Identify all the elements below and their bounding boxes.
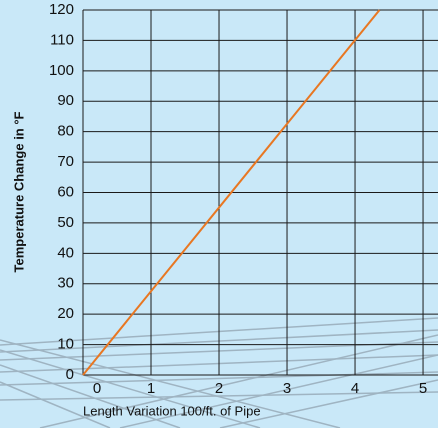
y-tick-label: 40 bbox=[57, 244, 74, 261]
y-tick-label: 100 bbox=[49, 62, 74, 79]
y-tick-label: 30 bbox=[57, 275, 74, 292]
x-axis-label: Length Variation 100/ft. of Pipe bbox=[83, 403, 261, 418]
y-tick-label: 10 bbox=[57, 336, 74, 353]
y-tick-label: 50 bbox=[57, 214, 74, 231]
x-tick-label: 4 bbox=[351, 380, 359, 397]
x-tick-label: 2 bbox=[215, 380, 223, 397]
y-tick-label: 110 bbox=[50, 31, 74, 48]
x-tick-label: 5 bbox=[419, 380, 427, 397]
y-tick-label: 60 bbox=[57, 183, 74, 200]
x-tick-label: 0 bbox=[93, 380, 101, 397]
y-axis-label: Temperature Change in °F bbox=[11, 111, 26, 272]
x-tick-label: 3 bbox=[283, 380, 291, 397]
y-tick-label: 0 bbox=[66, 366, 74, 383]
y-tick-label: 80 bbox=[57, 123, 74, 140]
y-tick-label: 120 bbox=[49, 1, 74, 18]
y-tick-label: 20 bbox=[57, 305, 74, 322]
y-tick-label: 70 bbox=[57, 153, 74, 170]
x-tick-label: 1 bbox=[147, 380, 155, 397]
y-tick-label: 90 bbox=[57, 92, 74, 109]
data-line bbox=[82, 9, 381, 376]
